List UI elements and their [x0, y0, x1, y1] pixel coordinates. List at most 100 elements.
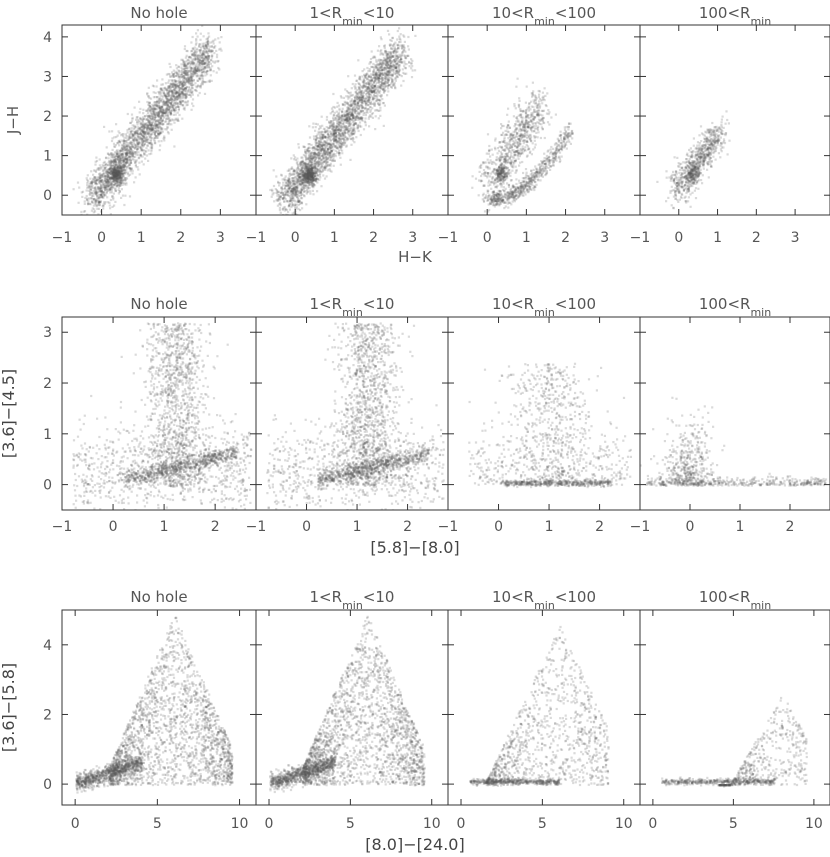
data-point — [159, 108, 163, 111]
data-point — [198, 68, 201, 72]
data-point — [194, 58, 197, 61]
data-point — [180, 91, 183, 94]
data-point — [117, 156, 120, 159]
data-point — [118, 173, 121, 176]
data-point — [354, 122, 357, 126]
data-point — [119, 154, 122, 157]
data-point — [148, 115, 151, 118]
data-point — [193, 67, 196, 70]
data-point — [209, 58, 213, 61]
data-point — [176, 96, 179, 99]
data-point — [398, 41, 401, 44]
data-point — [398, 55, 401, 58]
data-point — [373, 88, 376, 91]
data-point — [106, 164, 109, 167]
data-point — [122, 160, 125, 163]
data-point — [157, 140, 160, 143]
data-point — [161, 119, 164, 122]
data-point — [114, 160, 118, 163]
data-point — [122, 142, 125, 145]
data-point — [379, 87, 382, 90]
data-point — [380, 83, 383, 87]
data-point — [353, 98, 356, 102]
data-point — [125, 157, 128, 160]
data-point — [117, 184, 120, 187]
data-point — [115, 163, 118, 166]
data-point — [336, 119, 339, 122]
data-point — [316, 162, 319, 165]
data-point — [113, 178, 116, 181]
data-point — [369, 102, 372, 105]
data-point — [144, 130, 148, 134]
data-point — [399, 74, 402, 77]
data-point — [101, 179, 104, 182]
data-point — [298, 175, 301, 179]
data-point — [295, 190, 298, 193]
data-point — [175, 83, 178, 87]
data-point — [162, 111, 165, 114]
data-point — [112, 173, 115, 176]
data-point — [329, 112, 332, 115]
data-point — [128, 167, 131, 170]
data-point — [144, 135, 147, 138]
data-point — [94, 163, 97, 166]
data-point — [363, 100, 366, 103]
data-point — [398, 69, 401, 72]
data-point — [179, 98, 182, 101]
data-point — [130, 168, 133, 171]
data-point — [302, 170, 305, 173]
data-point — [102, 185, 105, 188]
data-point — [333, 129, 336, 132]
data-point — [131, 155, 134, 158]
data-point — [169, 98, 172, 101]
data-point — [171, 83, 175, 86]
data-point — [149, 146, 152, 149]
data-point — [110, 183, 113, 186]
data-point — [145, 123, 148, 126]
data-point — [335, 128, 338, 131]
data-point — [164, 88, 167, 91]
data-point — [364, 106, 367, 110]
data-point — [354, 115, 357, 119]
data-point — [136, 116, 139, 119]
data-point — [158, 109, 162, 112]
data-point — [400, 54, 403, 57]
data-point — [387, 66, 390, 70]
data-point — [359, 116, 362, 119]
data-point — [183, 67, 186, 70]
data-point — [191, 63, 194, 66]
data-point — [194, 70, 197, 73]
data-point — [186, 90, 189, 93]
data-point — [337, 128, 340, 131]
data-point — [322, 166, 325, 169]
data-point — [380, 81, 383, 84]
data-point — [370, 84, 373, 87]
data-point — [358, 75, 361, 78]
data-point — [374, 115, 377, 118]
data-point — [297, 200, 300, 203]
data-point — [336, 141, 339, 144]
data-point — [210, 45, 213, 48]
data-point — [90, 170, 93, 173]
data-point — [154, 127, 157, 130]
data-point — [329, 131, 333, 134]
data-point — [152, 112, 155, 116]
data-point — [359, 92, 362, 95]
data-point — [112, 184, 116, 187]
data-point — [350, 108, 353, 111]
data-point — [174, 92, 177, 95]
data-point — [291, 187, 294, 191]
data-point — [160, 140, 163, 143]
data-point — [202, 70, 205, 73]
data-point — [373, 84, 377, 88]
data-point — [116, 157, 119, 160]
data-point — [125, 161, 128, 164]
data-point — [329, 156, 332, 159]
data-point — [345, 112, 348, 116]
data-point — [319, 149, 322, 152]
data-point — [193, 72, 196, 75]
data-point — [155, 123, 158, 126]
data-point — [377, 59, 380, 62]
data-point — [175, 102, 179, 105]
data-point — [366, 111, 369, 114]
